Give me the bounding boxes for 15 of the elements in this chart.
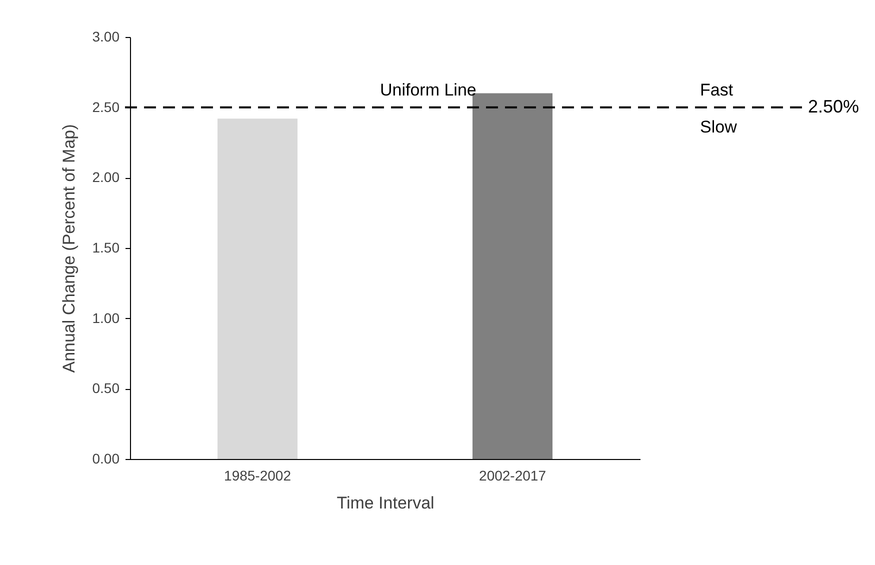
y-tick-label: 3.00	[92, 28, 120, 44]
y-tick-label: 1.50	[92, 240, 120, 256]
y-tick-label: 2.50	[92, 98, 120, 115]
ref-line-label: 2.50%	[808, 96, 860, 116]
y-tick-label: 0.50	[92, 380, 120, 396]
annotation: Fast	[700, 80, 734, 100]
y-axis-title: Annual Change (Percent of Map)	[59, 124, 78, 373]
x-tick-label: 1985-2002	[224, 468, 292, 484]
y-tick-label: 1.00	[92, 310, 120, 326]
annotation: Uniform Line	[380, 80, 476, 100]
x-axis-title: Time Interval	[336, 494, 434, 512]
x-tick-label: 2002-2017	[479, 468, 546, 484]
y-tick-label: 2.00	[92, 169, 120, 186]
annotation: Slow	[700, 117, 738, 136]
y-tick-label: 0.00	[92, 450, 120, 466]
